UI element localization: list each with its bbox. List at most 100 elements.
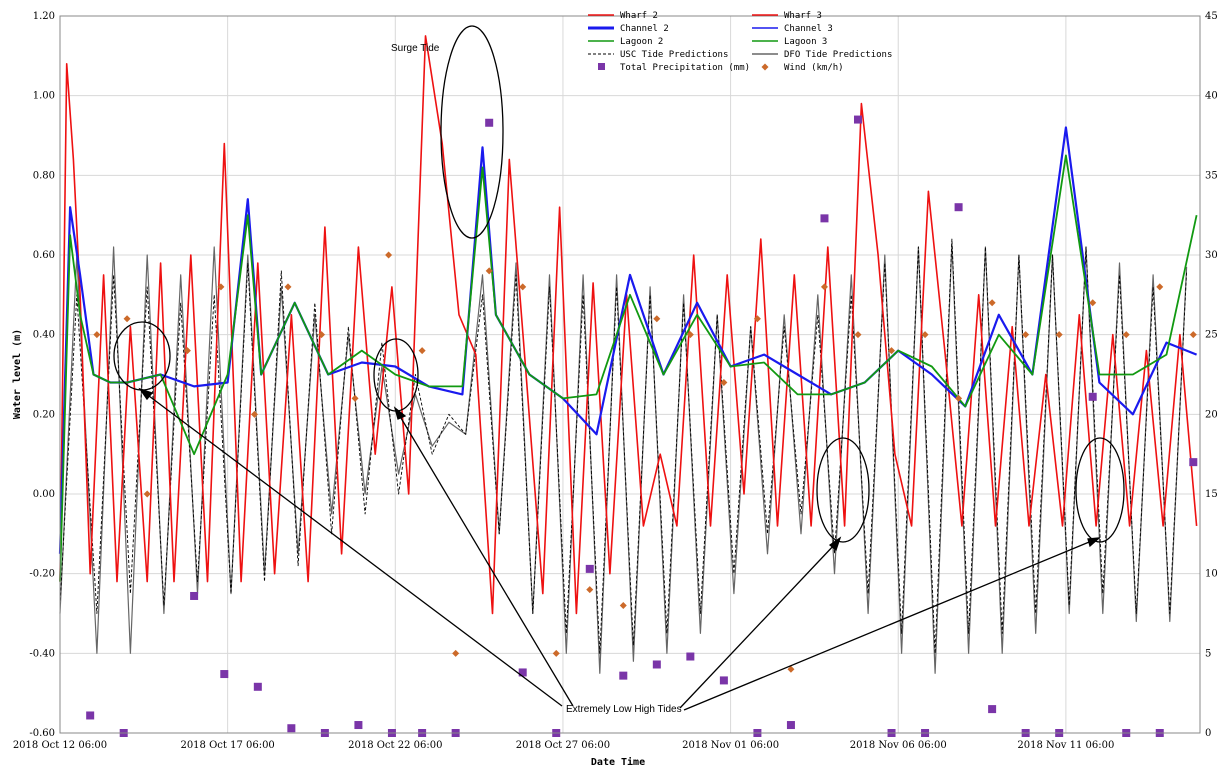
legend-item: Lagoon 3	[752, 37, 827, 47]
precipitation-point	[954, 203, 963, 212]
y2-tick-label: 5	[1205, 648, 1211, 659]
y-axis-ticks: -0.60 -0.40 -0.20 0.00 0.20 0.40 0.60 0.80 1.00 1…	[29, 11, 55, 739]
legend-label: DFO Tide Predictions	[784, 50, 892, 60]
precipitation-point	[86, 711, 95, 720]
wind-point	[1189, 331, 1197, 339]
x-tick-label: 2018 Oct 12 06:00	[13, 740, 107, 751]
low-tide-ellipse-4	[1075, 437, 1125, 543]
wind-point	[351, 394, 359, 402]
legend-label: USC Tide Predictions	[620, 50, 728, 60]
y2-tick-label: 0	[1205, 728, 1211, 739]
wind-point	[854, 331, 862, 339]
legend-swatch	[761, 63, 769, 71]
y-tick-label: -0.40	[29, 648, 55, 659]
series-lagoon-2	[59, 154, 1198, 582]
precipitation-point	[719, 676, 728, 685]
precipitation-point	[253, 682, 262, 691]
wind-point	[753, 315, 761, 323]
legend-item: Wharf 2	[588, 11, 658, 21]
wind-point	[820, 283, 828, 291]
y2-tick-label: 25	[1205, 330, 1218, 341]
legend-item: DFO Tide Predictions	[752, 50, 892, 60]
x-tick-label: 2018 Nov 01 06:00	[682, 740, 779, 751]
plot-area	[60, 16, 1200, 733]
wind-point	[284, 283, 292, 291]
y2-tick-label: 15	[1205, 489, 1218, 500]
y-tick-label: 0.40	[33, 330, 55, 341]
wind-point	[988, 299, 996, 307]
wind-point	[93, 331, 101, 339]
y-tick-label: 1.00	[33, 91, 55, 102]
wind-point	[1022, 331, 1030, 339]
wind-point	[1055, 331, 1063, 339]
precipitation-point	[786, 721, 795, 730]
wind-point	[686, 331, 694, 339]
wind-point	[888, 347, 896, 355]
axes	[59, 15, 1201, 734]
low-high-tides-annotation: Extremely Low High Tides	[113, 321, 1125, 715]
wind-point	[217, 283, 225, 291]
precipitation-point	[585, 564, 594, 573]
legend-item: USC Tide Predictions	[588, 50, 728, 60]
y-tick-label: 0.00	[33, 489, 55, 500]
x-axis-ticks: 2018 Oct 12 06:00 2018 Oct 17 06:00 2018 O…	[13, 740, 1115, 751]
x-tick-label: 2018 Oct 22 06:00	[348, 740, 442, 751]
wind-point	[452, 649, 460, 657]
low-tide-ellipse-3	[816, 437, 870, 543]
legend-swatch	[598, 63, 605, 70]
y-tick-label: 0.80	[33, 170, 55, 181]
wind-point	[250, 410, 258, 418]
y-tick-label: 1.20	[33, 11, 55, 22]
y2-tick-label: 40	[1205, 91, 1218, 102]
precipitation-point	[652, 660, 661, 669]
precipitation-point	[287, 724, 296, 733]
precipitation-point	[854, 115, 862, 124]
legend-label: Wharf 2	[620, 11, 658, 21]
precipitation-point	[220, 670, 229, 679]
precipitation-point	[988, 705, 997, 714]
wind-point	[123, 315, 131, 323]
precipitation-point	[485, 118, 494, 127]
wind-point	[519, 283, 527, 291]
y2-tick-label: 35	[1205, 170, 1218, 181]
wind-point	[183, 347, 191, 355]
surge-tide-label: Surge Tide	[391, 43, 440, 54]
surge-tide-ellipse	[440, 25, 504, 239]
wind-point	[1156, 283, 1164, 291]
wind-point	[619, 602, 627, 610]
precipitation-point	[619, 671, 628, 680]
legend-label: Wind (km/h)	[784, 63, 844, 73]
y-tick-label: 0.20	[33, 409, 55, 420]
y-tick-label: 0.60	[33, 250, 55, 261]
precipitation-point	[518, 668, 527, 677]
x-tick-label: 2018 Oct 17 06:00	[180, 740, 274, 751]
plot-frame	[59, 15, 1201, 734]
wind-point	[787, 665, 795, 673]
precipitation-point	[1088, 392, 1097, 401]
low-high-tides-label: Extremely Low High Tides	[566, 704, 682, 715]
legend-item: Channel 2	[588, 24, 669, 34]
series-wharf-2	[59, 35, 1198, 615]
y2-tick-label: 20	[1205, 409, 1218, 420]
y2-tick-label: 10	[1205, 569, 1218, 580]
y-tick-label: -0.60	[29, 728, 55, 739]
precipitation-point	[686, 652, 695, 661]
x-tick-label: 2018 Nov 06 06:00	[850, 740, 947, 751]
y2-tick-label: 45	[1205, 11, 1218, 22]
precipitation-point	[190, 591, 199, 600]
surge-tide-annotation: Surge Tide	[391, 25, 504, 239]
x-tick-label: 2018 Nov 11 06:00	[1017, 740, 1114, 751]
legend-item: Total Precipitation (mm)	[598, 63, 750, 73]
wind-point	[485, 267, 493, 275]
wind-point	[418, 347, 426, 355]
wind-point	[318, 331, 326, 339]
annotation-arrows	[138, 387, 1101, 711]
y-tick-label: -0.20	[29, 569, 55, 580]
precipitation-point	[820, 214, 829, 223]
wind-point	[653, 315, 661, 323]
wind-point	[586, 586, 594, 594]
wind-point	[143, 490, 151, 498]
precipitation-point	[354, 721, 363, 730]
legend-label: Lagoon 2	[620, 37, 663, 47]
